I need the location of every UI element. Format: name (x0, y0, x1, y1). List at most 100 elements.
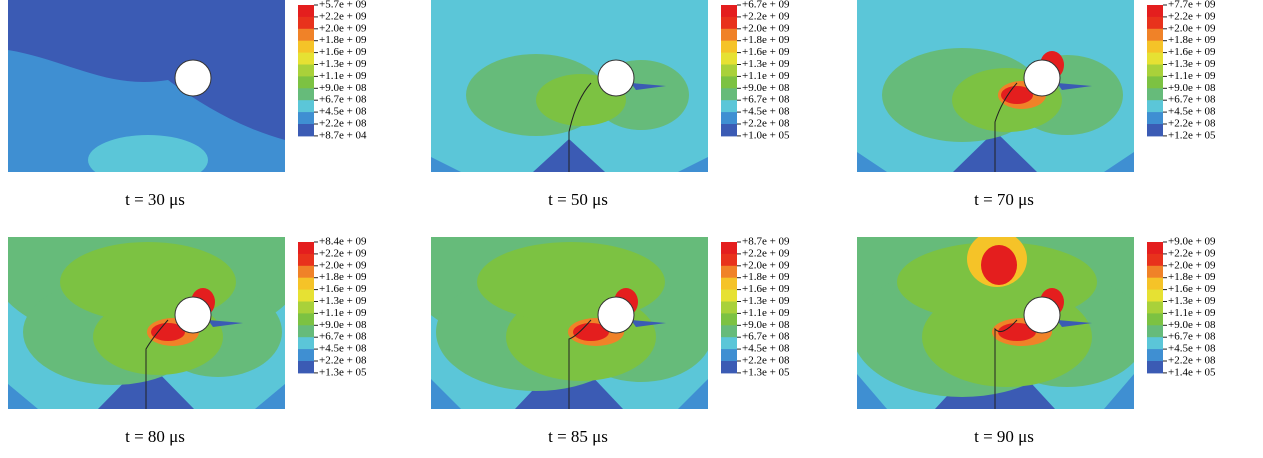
contour-panel (857, 0, 1134, 172)
legend-swatch (721, 41, 737, 53)
legend-swatch (298, 325, 314, 337)
legend-label: +2.0e + 09 (742, 259, 790, 271)
legend-swatch (721, 349, 737, 361)
caption: t = 70 μs (974, 190, 1034, 209)
hole (598, 297, 634, 333)
legend-label: +1.6e + 09 (742, 283, 790, 295)
legend-label: +1.3e + 09 (742, 58, 790, 70)
legend-swatch (298, 65, 314, 77)
legend-label: +1.6e + 09 (742, 46, 790, 58)
legend-label: +1.1e + 09 (1168, 307, 1216, 319)
figure: +5.7e + 09+2.2e + 09+2.0e + 09+1.8e + 09… (0, 0, 1263, 458)
legend-swatch (298, 361, 314, 373)
legend-swatch (721, 290, 737, 302)
legend-label: +2.2e + 08 (742, 355, 790, 367)
legend-swatch (1147, 337, 1163, 349)
legend-label: +2.2e + 09 (1168, 247, 1216, 259)
region (88, 135, 208, 185)
legend-swatch (1147, 278, 1163, 290)
legend-swatch (1147, 100, 1163, 112)
legend-swatch (1147, 290, 1163, 302)
legend-swatch (1147, 313, 1163, 325)
legend-label: +1.6e + 09 (319, 46, 367, 58)
legend-label: +2.0e + 09 (319, 259, 367, 271)
contour-panel (431, 0, 708, 172)
legend-swatch (1147, 65, 1163, 77)
legend-label: +1.8e + 09 (1168, 271, 1216, 283)
legend-swatch (1147, 124, 1163, 136)
legend-label: +2.2e + 08 (742, 118, 790, 130)
legend-swatch (298, 278, 314, 290)
contour-image (431, 0, 708, 172)
legend-label: +1.8e + 09 (742, 34, 790, 46)
contour-image (8, 0, 285, 185)
legend-swatch (721, 124, 737, 136)
legend-label: +4.5e + 08 (742, 343, 790, 355)
legend-swatch (298, 302, 314, 314)
legend-label: +1.1e + 09 (742, 307, 790, 319)
legend-label: +6.7e + 09 (742, 0, 790, 11)
legend-swatch (298, 254, 314, 266)
legend-label: +8.7e + 09 (742, 236, 790, 248)
legend-swatch (721, 76, 737, 88)
region (477, 242, 665, 322)
legend-label: +1.3e + 09 (742, 295, 790, 307)
legend-swatch (298, 17, 314, 29)
caption: t = 90 μs (974, 427, 1034, 446)
legend-label: +6.7e + 08 (1168, 331, 1216, 343)
legend-label: +4.5e + 08 (319, 343, 367, 355)
legend-label: +1.3e + 09 (319, 295, 367, 307)
contour-panel (403, 180, 739, 409)
legend-label: +2.2e + 09 (319, 10, 367, 22)
legend-label: +6.7e + 08 (319, 331, 367, 343)
legend-swatch (298, 242, 314, 254)
legend-swatch (721, 242, 737, 254)
legend-swatch (1147, 41, 1163, 53)
legend-label: +2.2e + 08 (319, 355, 367, 367)
legend-swatch (298, 29, 314, 41)
legend-label: +9.0e + 08 (742, 82, 790, 94)
legend-label: +9.0e + 08 (1168, 82, 1216, 94)
contour-panel (0, 188, 304, 409)
legend-swatch (721, 325, 737, 337)
caption: t = 80 μs (125, 427, 185, 446)
legend-swatch (298, 88, 314, 100)
caption: t = 30 μs (125, 190, 185, 209)
legend-swatch (721, 17, 737, 29)
legend-swatch (298, 337, 314, 349)
legend-label: +1.1e + 09 (1168, 70, 1216, 82)
legend-label: +1.4e + 05 (1168, 366, 1216, 378)
legend-label: +4.5e + 08 (742, 106, 790, 118)
contour-image (403, 180, 739, 409)
legend-label: +1.3e + 09 (319, 58, 367, 70)
legend-label: +6.7e + 08 (1168, 94, 1216, 106)
legend-swatch (298, 313, 314, 325)
legend-label: +4.5e + 08 (1168, 343, 1216, 355)
legend-label: +1.3e + 05 (319, 366, 367, 378)
legend-label: +1.3e + 05 (742, 366, 790, 378)
legend-label: +2.0e + 09 (1168, 259, 1216, 271)
contour-image (857, 0, 1134, 172)
legend-swatch (721, 254, 737, 266)
legend-label: +2.0e + 09 (319, 22, 367, 34)
legend-swatch (1147, 361, 1163, 373)
legend-label: +9.0e + 09 (1168, 236, 1216, 248)
legend-swatch (721, 100, 737, 112)
hole (175, 297, 211, 333)
legend-swatch (721, 65, 737, 77)
legend-label: +1.8e + 09 (742, 271, 790, 283)
legend-label: +7.7e + 09 (1168, 0, 1216, 11)
legend-label: +1.6e + 09 (319, 283, 367, 295)
legend-swatch (1147, 76, 1163, 88)
legend-swatch (721, 266, 737, 278)
legend-swatch (1147, 5, 1163, 17)
legend-swatch (721, 302, 737, 314)
legend-label: +1.1e + 09 (319, 307, 367, 319)
legend-label: +2.2e + 08 (1168, 355, 1216, 367)
legend-label: +6.7e + 08 (742, 94, 790, 106)
legend-swatch (1147, 29, 1163, 41)
legend-label: +1.8e + 09 (319, 34, 367, 46)
legend-swatch (298, 349, 314, 361)
legend-label: +2.0e + 09 (742, 22, 790, 34)
legend-swatch (721, 5, 737, 17)
